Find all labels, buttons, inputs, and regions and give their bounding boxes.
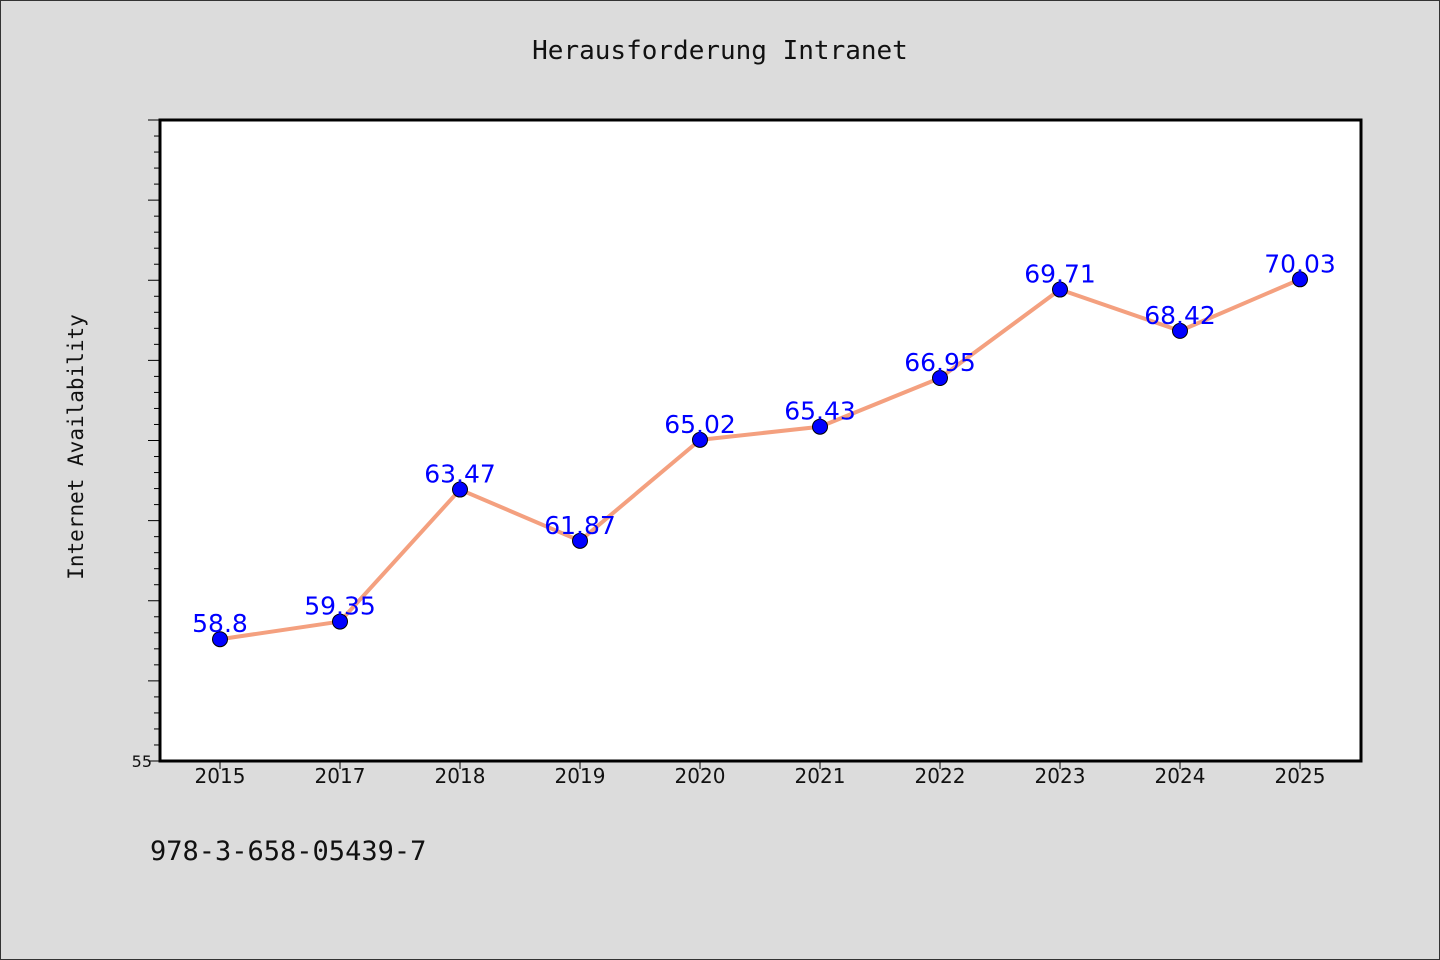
x-tick-label: 2017 (315, 764, 366, 788)
data-label: 65.02 (664, 410, 736, 439)
x-tick-label: 2025 (1275, 764, 1326, 788)
y-tick-label: 55 (132, 752, 152, 771)
data-label: 61.87 (544, 511, 616, 540)
data-point (692, 431, 708, 448)
footer-isbn: 978-3-658-05439-7 (150, 836, 427, 867)
data-label: 66.95 (904, 348, 976, 377)
data-point (1172, 322, 1188, 339)
chart-title: Herausforderung Intranet (532, 36, 908, 66)
x-tick-label: 2023 (1035, 764, 1086, 788)
data-label: 59.35 (304, 592, 376, 621)
series-line (219, 277, 1301, 642)
data-point (1292, 271, 1308, 288)
x-tick-label: 2020 (675, 764, 726, 788)
data-point (332, 613, 348, 630)
plot-area (158, 118, 1363, 763)
data-label: 70.03 (1264, 249, 1336, 278)
data-label: 65.43 (784, 397, 856, 426)
x-tick-label: 2024 (1155, 764, 1206, 788)
data-point (452, 481, 468, 498)
data-point (1052, 281, 1068, 298)
data-label: 58.8 (192, 609, 248, 638)
x-tick-label: 2018 (435, 764, 486, 788)
data-label: 63.47 (424, 460, 496, 489)
data-point (812, 418, 828, 435)
data-point (932, 370, 948, 387)
x-tick-label: 2015 (195, 764, 246, 788)
x-tick-label: 2019 (555, 764, 606, 788)
data-point (572, 532, 588, 549)
x-tick-label: 2021 (795, 764, 846, 788)
data-label: 69.71 (1024, 260, 1096, 289)
x-tick-label: 2022 (915, 764, 966, 788)
data-label: 68.42 (1144, 301, 1216, 330)
data-point (212, 631, 228, 648)
